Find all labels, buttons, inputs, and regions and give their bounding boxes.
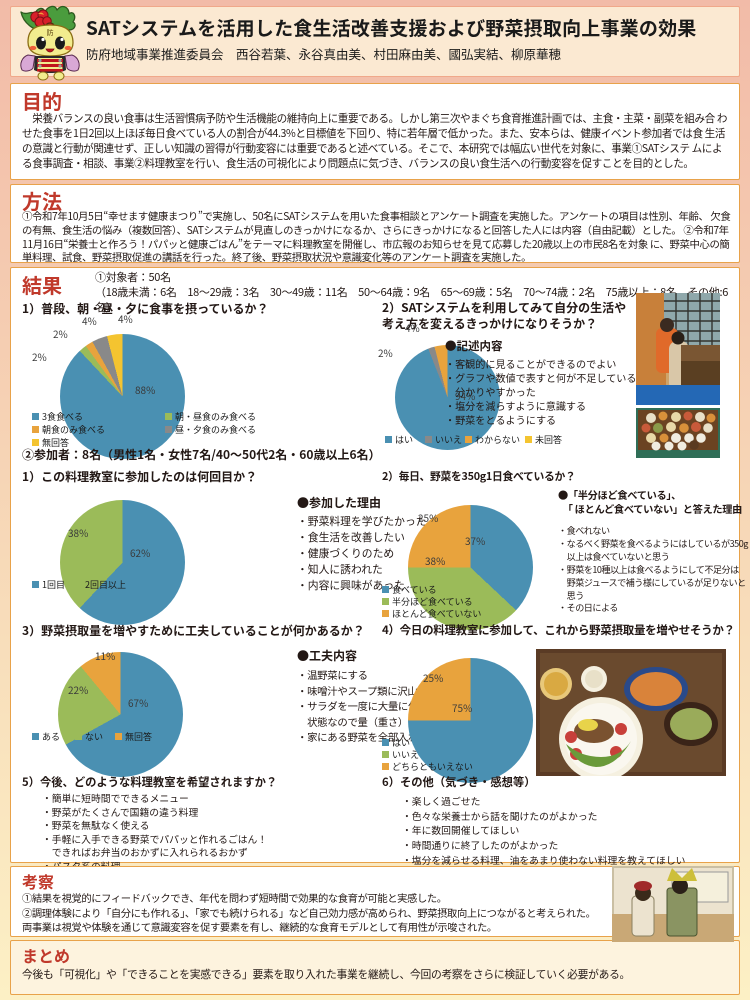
svg-text:防: 防	[47, 28, 54, 37]
